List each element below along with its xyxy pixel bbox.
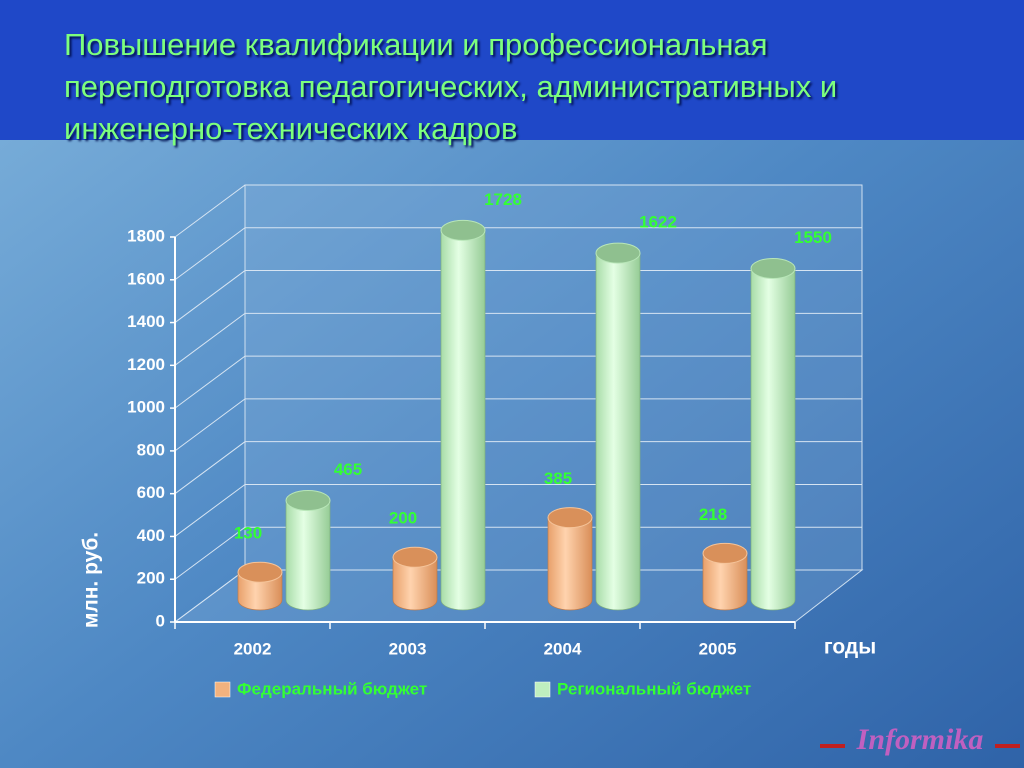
- y-tick-label: 600: [137, 483, 165, 502]
- y-tick-label: 0: [156, 611, 165, 630]
- grid-line: [174, 227, 862, 281]
- header-band: [0, 0, 1024, 140]
- data-label: 385: [544, 469, 572, 488]
- legend-label: Федеральный бюджет: [237, 679, 427, 698]
- bar-cap: [702, 542, 748, 564]
- legend-swatch: [534, 681, 551, 698]
- title: Повышение квалификации и профессиональна…: [64, 27, 838, 146]
- grid-line: [174, 526, 862, 580]
- grid-line: [174, 312, 862, 366]
- bar-cap: [285, 490, 331, 512]
- grid-line: [174, 483, 862, 537]
- x-tick-label: 2002: [234, 639, 272, 658]
- bar-cap: [595, 242, 641, 264]
- bar-cap: [392, 546, 438, 568]
- y-tick-label: 1400: [127, 312, 165, 331]
- y-tick-label: 200: [137, 569, 165, 588]
- grid-line: [174, 270, 862, 323]
- y-tick-label: 1600: [127, 269, 165, 288]
- bar: [237, 571, 283, 611]
- bar: [595, 252, 641, 611]
- x-tick-label: 2005: [699, 639, 737, 658]
- data-label: 218: [699, 505, 727, 524]
- bar: [547, 517, 593, 611]
- grid-line: [174, 184, 862, 238]
- bar-cap: [440, 219, 486, 241]
- data-label: 200: [389, 509, 417, 528]
- legend-label: Региональный бюджет: [557, 679, 751, 698]
- y-tick-label: 1000: [127, 398, 165, 417]
- logo: Informika: [856, 723, 984, 756]
- bar: [285, 500, 331, 611]
- data-label: 130: [234, 524, 262, 543]
- grid-line: [174, 355, 862, 409]
- data-label: 1728: [484, 190, 522, 209]
- x-axis-label: годы: [824, 636, 876, 659]
- data-label: 1550: [794, 228, 832, 247]
- y-tick-label: 1200: [127, 355, 165, 374]
- bar: [440, 230, 486, 611]
- legend-swatch: [214, 681, 231, 698]
- y-axis-label: млн. руб.: [80, 532, 103, 628]
- x-tick-label: 2003: [389, 639, 427, 658]
- y-tick-label: 800: [137, 440, 165, 459]
- bar-cap: [547, 507, 593, 529]
- bar-cap: [237, 561, 283, 583]
- y-tick-label: 400: [137, 526, 165, 545]
- bar-cap: [750, 257, 796, 279]
- bar: [750, 268, 796, 611]
- y-tick-label: 1800: [127, 226, 165, 245]
- data-label: 1622: [639, 213, 677, 232]
- x-tick-label: 2004: [544, 639, 582, 658]
- data-label: 465: [334, 460, 362, 479]
- bar: [702, 553, 748, 611]
- grid-line: [174, 441, 862, 495]
- grid-line: [174, 398, 862, 452]
- bar: [392, 556, 438, 611]
